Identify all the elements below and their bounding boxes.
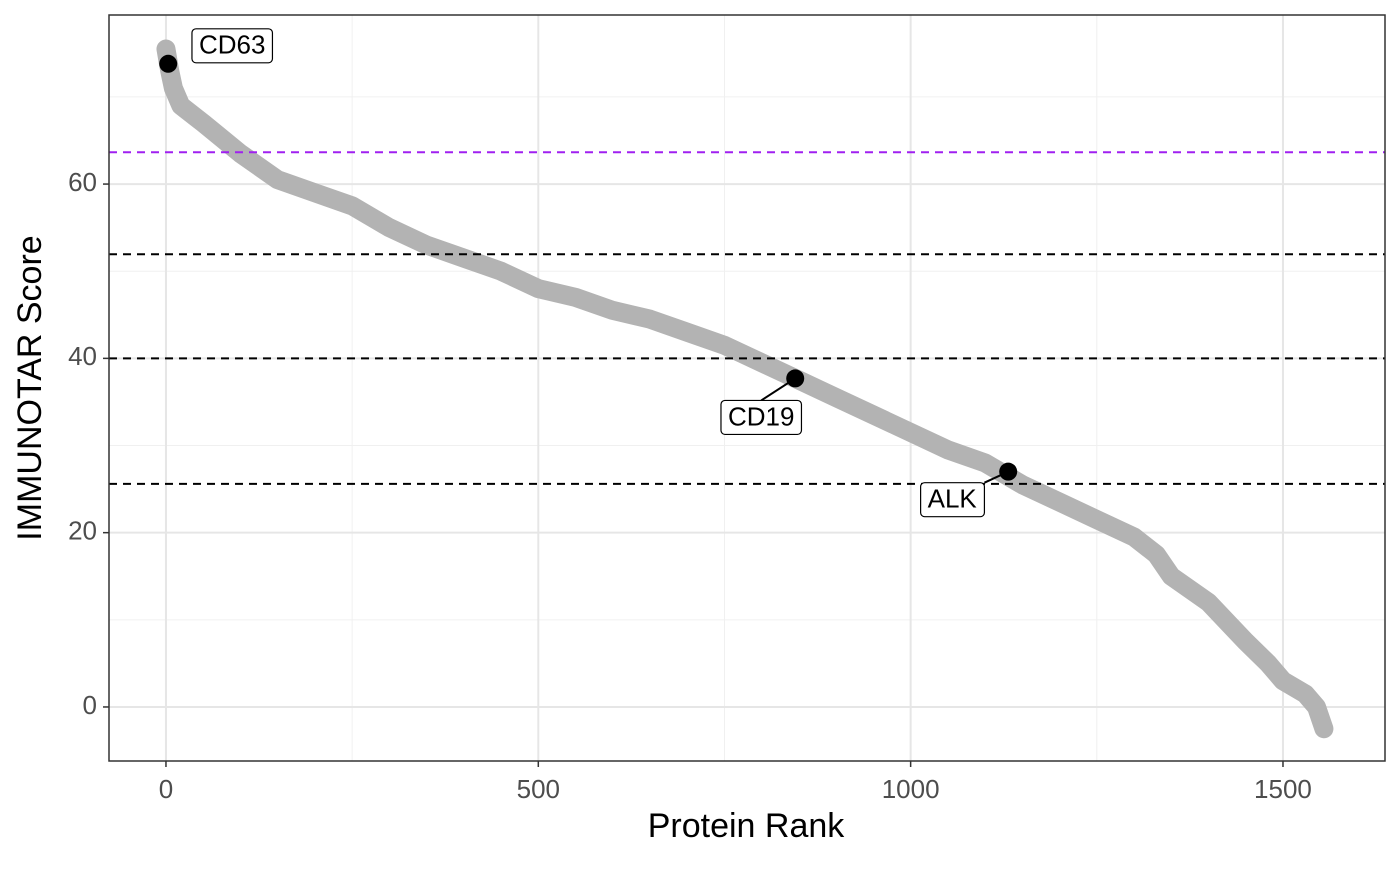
point-label: CD19	[728, 401, 794, 431]
y-tick-label: 40	[68, 341, 97, 371]
label-box	[920, 482, 986, 518]
point-label: CD63	[199, 30, 265, 60]
x-tick-label: 1500	[1254, 774, 1312, 804]
x-tick-label: 500	[517, 774, 560, 804]
label-box	[191, 28, 274, 64]
y-axis-title: IMMUNOTAR Score	[11, 235, 49, 540]
x-tick-label: 0	[159, 774, 173, 804]
plot-border	[108, 14, 1386, 762]
highlight-point	[159, 54, 178, 73]
y-tick-label: 0	[83, 690, 97, 720]
label-connector	[760, 377, 796, 402]
score-curve	[156, 39, 1334, 739]
x-axis-title: Protein Rank	[648, 807, 846, 845]
label-box	[720, 399, 803, 436]
y-tick-label: 60	[68, 167, 97, 197]
x-tick-label: 1000	[882, 774, 940, 804]
y-tick-label: 20	[68, 516, 97, 546]
point-label: ALK	[928, 484, 978, 514]
label-connector	[983, 470, 1009, 484]
